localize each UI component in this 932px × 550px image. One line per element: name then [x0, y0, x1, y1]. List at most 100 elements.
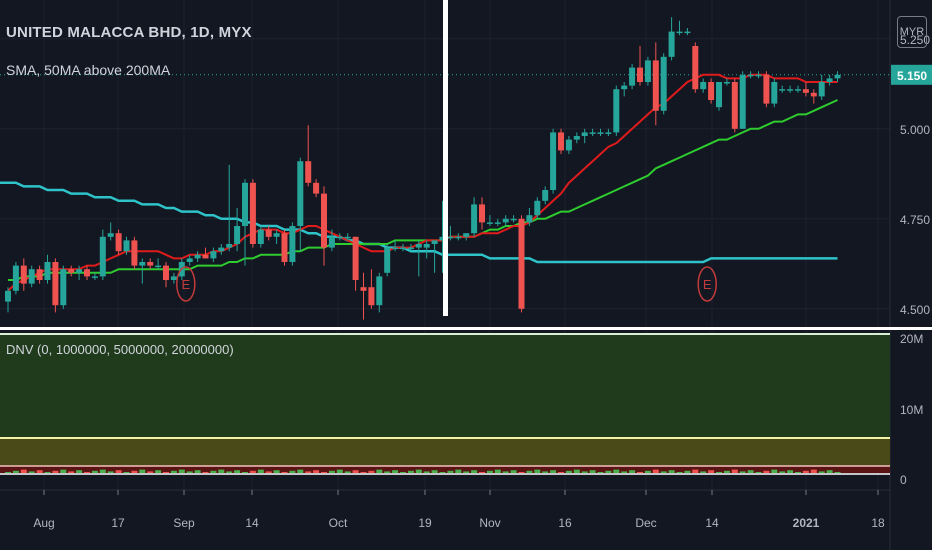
time-tick-label: 19	[418, 516, 432, 530]
time-tick-label: Nov	[479, 516, 500, 530]
candle-body	[479, 204, 485, 223]
candle-body	[581, 132, 588, 136]
candle-body	[265, 229, 272, 237]
candle-body	[739, 74, 746, 129]
candle-body	[194, 254, 201, 259]
candle-body	[186, 258, 193, 262]
volume-bar	[12, 470, 19, 473]
volume-bar	[281, 472, 288, 473]
time-tick-label: Oct	[329, 516, 348, 530]
sma-mid-line	[8, 99, 838, 281]
volume-bar	[273, 470, 280, 473]
volume-bar	[716, 472, 722, 473]
volume-bar	[447, 470, 454, 473]
volume-bar	[810, 469, 817, 473]
candle-body	[637, 67, 643, 82]
candle-body	[84, 269, 90, 277]
volume-bar	[76, 470, 83, 473]
volume-bar	[463, 471, 470, 473]
volume-bar	[376, 469, 383, 473]
volume-bar	[558, 472, 564, 473]
candle-body	[676, 31, 683, 34]
volume-bar	[739, 471, 746, 473]
price-tick-label: 4.500	[900, 303, 930, 317]
candle-body	[131, 240, 138, 266]
price-tick-label: 4.750	[900, 213, 930, 227]
candle-body	[787, 89, 794, 91]
candle-body	[684, 31, 691, 34]
earnings-marker	[697, 266, 717, 302]
candle-body	[700, 82, 707, 90]
volume-bar	[534, 469, 541, 473]
candle-body	[107, 233, 114, 237]
volume-bar	[99, 469, 106, 473]
candle-body	[242, 182, 248, 226]
dnv-zone-low	[0, 466, 890, 473]
volume-bar	[170, 470, 177, 473]
candle-body	[360, 287, 367, 291]
volume-bar	[131, 470, 138, 473]
volume-bar	[20, 469, 27, 473]
volume-bar	[68, 471, 75, 473]
candle-body	[20, 265, 27, 284]
candle-body	[818, 82, 825, 97]
volume-bar	[163, 472, 169, 473]
volume-bar	[52, 470, 59, 473]
volume-bar	[186, 471, 193, 473]
candle-body	[716, 82, 722, 108]
earnings-label: E	[703, 277, 712, 292]
volume-bar	[297, 469, 304, 473]
candle-body	[502, 218, 509, 223]
candle-body	[423, 244, 430, 248]
candle-body	[147, 262, 154, 266]
candle-body	[76, 269, 83, 273]
candle-body	[91, 276, 98, 278]
candle-body	[139, 262, 146, 266]
volume-bar	[668, 470, 675, 473]
volume-bar	[494, 469, 501, 473]
earnings-label: E	[181, 277, 190, 292]
candle-body	[313, 182, 320, 194]
volume-bar	[289, 470, 296, 473]
currency-button[interactable]: MYR	[897, 16, 927, 48]
candle-body	[5, 290, 11, 302]
volume-bar	[692, 469, 699, 473]
candle-body	[431, 240, 438, 244]
candle-body	[297, 161, 304, 226]
time-tick-label: 18	[871, 516, 885, 530]
candle-body	[810, 92, 817, 97]
volume-bar	[510, 470, 517, 473]
candle-body	[439, 236, 446, 241]
last-price-label: 5.150	[897, 69, 927, 83]
candle-body	[573, 136, 580, 140]
candle-body	[336, 236, 343, 239]
candle-body	[218, 247, 225, 252]
volume-bar	[400, 472, 406, 473]
candle-body	[644, 60, 651, 82]
volume-bar	[787, 470, 794, 473]
volume-bar	[210, 470, 217, 473]
time-tick-label: 14	[705, 516, 719, 530]
candle-body	[305, 161, 312, 183]
volume-bar	[763, 470, 770, 473]
candle-body	[795, 89, 801, 91]
volume-bar	[621, 471, 628, 473]
candle-body	[558, 132, 564, 151]
volume-bar	[44, 472, 51, 473]
volume-bar	[84, 472, 90, 473]
candle-body	[36, 269, 43, 280]
candle-body	[447, 236, 454, 239]
volume-bar	[423, 471, 430, 473]
volume-bar	[660, 471, 667, 473]
volume-bar	[123, 472, 130, 473]
volume-bar	[115, 470, 122, 473]
volume-bar	[60, 469, 67, 473]
volume-bar	[265, 471, 272, 473]
volume-bar	[771, 469, 778, 473]
candle-body	[202, 254, 209, 259]
volume-bar	[542, 471, 549, 473]
volume-bar	[605, 470, 612, 473]
volume-bar	[708, 470, 715, 473]
dnv-zone-mid	[0, 438, 890, 466]
